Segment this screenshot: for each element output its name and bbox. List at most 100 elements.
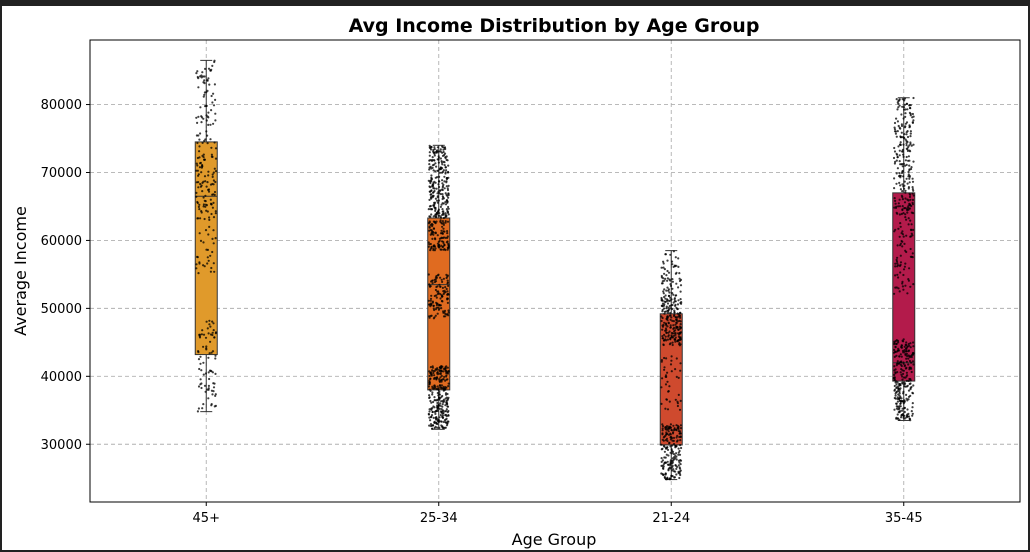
- data-point: [903, 180, 906, 183]
- data-point: [207, 77, 210, 80]
- data-point: [893, 162, 897, 165]
- data-point: [677, 265, 680, 268]
- data-point: [897, 349, 901, 352]
- data-point: [214, 237, 217, 240]
- data-point: [441, 151, 444, 154]
- data-point: [446, 248, 449, 251]
- data-point: [199, 132, 202, 135]
- data-point: [661, 337, 665, 340]
- data-point: [198, 208, 201, 211]
- data-point: [662, 339, 666, 342]
- data-point: [663, 356, 666, 360]
- data-point: [430, 146, 433, 149]
- data-point: [438, 171, 442, 174]
- data-point: [906, 148, 909, 151]
- data-point: [428, 388, 431, 391]
- data-point: [434, 385, 437, 388]
- data-point: [912, 384, 915, 387]
- data-point: [432, 181, 435, 185]
- data-point: [899, 271, 902, 274]
- data-point: [200, 210, 203, 213]
- data-point: [679, 469, 682, 472]
- data-point: [674, 272, 678, 275]
- data-point: [899, 261, 903, 264]
- data-point: [207, 384, 210, 387]
- data-point: [428, 163, 431, 166]
- x-tick-label: 25-34: [420, 511, 458, 526]
- data-point: [664, 294, 667, 297]
- data-point: [446, 230, 449, 233]
- data-point: [907, 342, 910, 346]
- data-point: [912, 228, 915, 231]
- data-point: [447, 309, 450, 312]
- data-point: [679, 362, 682, 365]
- data-point: [428, 285, 432, 288]
- data-point: [909, 342, 912, 345]
- data-point: [431, 164, 434, 167]
- data-point: [437, 158, 440, 161]
- data-point: [663, 450, 667, 453]
- data-point: [900, 416, 903, 419]
- data-point: [661, 305, 664, 308]
- data-point: [672, 320, 676, 323]
- data-point: [895, 386, 898, 390]
- data-point: [896, 212, 899, 215]
- data-point: [901, 245, 904, 248]
- data-point: [902, 235, 905, 238]
- data-point: [432, 371, 435, 375]
- data-point: [669, 318, 672, 321]
- data-point: [212, 229, 215, 232]
- data-point: [441, 197, 444, 201]
- data-point: [669, 460, 672, 463]
- data-point: [432, 194, 435, 197]
- data-point: [908, 267, 911, 270]
- data-point: [901, 339, 904, 342]
- data-point: [667, 306, 670, 309]
- data-point: [446, 187, 449, 190]
- data-point: [912, 160, 915, 163]
- data-point: [437, 183, 440, 186]
- data-point: [903, 99, 906, 102]
- data-point: [912, 363, 915, 366]
- data-point: [899, 222, 902, 225]
- data-point: [901, 349, 905, 352]
- data-point: [907, 398, 910, 401]
- data-point: [202, 333, 206, 336]
- data-point: [910, 223, 913, 226]
- data-point: [894, 274, 897, 277]
- data-point: [444, 221, 447, 224]
- data-point: [441, 220, 444, 223]
- data-point: [905, 379, 909, 382]
- data-point: [210, 94, 213, 98]
- data-point: [198, 138, 201, 141]
- data-point: [433, 396, 436, 399]
- data-point: [214, 157, 218, 160]
- data-point: [671, 319, 674, 322]
- data-point: [896, 413, 899, 416]
- data-point: [445, 241, 448, 244]
- data-point: [897, 362, 900, 365]
- data-point: [663, 300, 666, 303]
- data-point: [894, 202, 897, 205]
- data-point: [901, 381, 904, 384]
- data-point: [443, 161, 446, 164]
- data-point: [429, 247, 432, 250]
- data-point: [430, 374, 433, 377]
- data-point: [203, 79, 206, 82]
- data-point: [661, 335, 664, 338]
- data-point: [442, 227, 445, 230]
- data-point: [432, 304, 435, 307]
- data-point: [675, 467, 678, 470]
- data-point: [675, 440, 679, 443]
- data-point: [427, 241, 430, 244]
- data-point: [431, 282, 434, 285]
- data-point: [443, 230, 446, 233]
- data-point: [432, 231, 435, 234]
- data-point: [436, 401, 439, 405]
- data-point: [210, 351, 213, 354]
- data-point: [447, 170, 450, 174]
- data-point: [436, 385, 439, 388]
- data-point: [431, 385, 434, 388]
- data-point: [198, 145, 201, 148]
- data-point: [671, 336, 675, 339]
